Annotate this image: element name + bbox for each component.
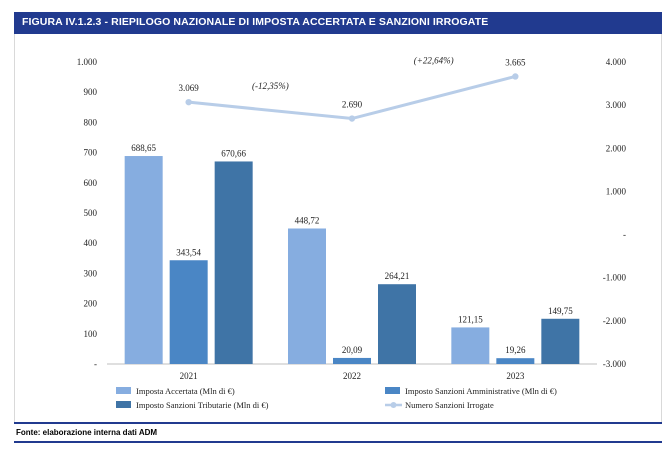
y-tick-label: 500 [84, 208, 98, 218]
bar [333, 357, 371, 364]
y2-tick-label: -2.000 [603, 316, 627, 326]
bar [451, 327, 490, 364]
legend-swatch [116, 387, 131, 394]
line-point [185, 98, 192, 106]
bar-data-label: 20,09 [342, 345, 363, 355]
bar-data-label: 670,66 [221, 148, 246, 158]
figure-header: FIGURA IV.1.2.3 - RIEPILOGO NAZIONALE DI… [14, 12, 662, 34]
y2-tick-label: 3.000 [606, 100, 627, 110]
change-annotation: (+22,64%) [414, 55, 454, 65]
figure-title: FIGURA IV.1.2.3 - RIEPILOGO NAZIONALE DI… [22, 16, 489, 28]
legend-label: Numero Sanzioni Irrogate [405, 400, 494, 410]
y-tick-label: 900 [84, 87, 98, 97]
bar-data-label: 343,54 [176, 247, 201, 257]
line-point [348, 115, 356, 122]
line-point [512, 73, 519, 80]
y-tick-label: - [94, 359, 97, 369]
y-tick-label: 800 [84, 117, 98, 127]
line-series [188, 75, 516, 121]
x-tick-label: 2022 [343, 371, 361, 381]
y2-tick-label: -3.000 [603, 359, 627, 369]
bar-data-label: 264,21 [385, 271, 410, 281]
y2-tick-label: 2.000 [606, 143, 627, 153]
y-tick-label: 700 [84, 148, 98, 158]
bar [214, 161, 253, 364]
bar-data-label: 19,26 [505, 345, 526, 355]
bar [288, 228, 326, 364]
legend-label: Imposto Sanzioni Tributarie (Mln di €) [136, 400, 269, 410]
bar [496, 358, 535, 364]
bar-data-label: 149,75 [548, 306, 573, 316]
line-data-label: 3.069 [179, 83, 200, 93]
y-tick-label: 600 [84, 178, 98, 188]
x-tick-label: 2021 [180, 371, 198, 381]
y-tick-label: 300 [84, 268, 98, 278]
bar [541, 318, 580, 364]
bar-data-label: 688,65 [131, 143, 156, 153]
bar-data-label: 121,15 [458, 314, 483, 324]
line-data-label: 3.665 [505, 57, 526, 67]
source-rule-top [14, 422, 662, 424]
bar [378, 284, 416, 364]
legend-swatch [116, 401, 131, 408]
y-tick-label: 100 [84, 329, 98, 339]
legend-marker [390, 402, 397, 408]
y-tick-label: 400 [84, 238, 98, 248]
bar [124, 156, 163, 364]
change-annotation: (-12,35%) [252, 81, 289, 91]
x-tick-label: 2023 [506, 371, 525, 381]
y2-tick-label: - [623, 230, 626, 240]
y-tick-label: 1.000 [77, 57, 98, 67]
y2-tick-label: 1.000 [606, 186, 627, 196]
y2-tick-label: -1.000 [603, 273, 627, 283]
legend-swatch [385, 387, 400, 394]
source-rule-bottom [14, 441, 662, 443]
legend-label: Imposta Accertata (Mln di €) [136, 386, 235, 396]
legend-label: Imposto Sanzioni Amministrative (Mln di … [405, 386, 557, 396]
y2-tick-label: 4.000 [606, 57, 627, 67]
y-tick-label: 200 [84, 299, 98, 309]
chart-frame [14, 34, 662, 422]
bar [169, 260, 208, 364]
source-note: Fonte: elaborazione interna dati ADM [16, 428, 158, 437]
bar-data-label: 448,72 [295, 215, 320, 225]
line-data-label: 2.690 [342, 100, 363, 110]
